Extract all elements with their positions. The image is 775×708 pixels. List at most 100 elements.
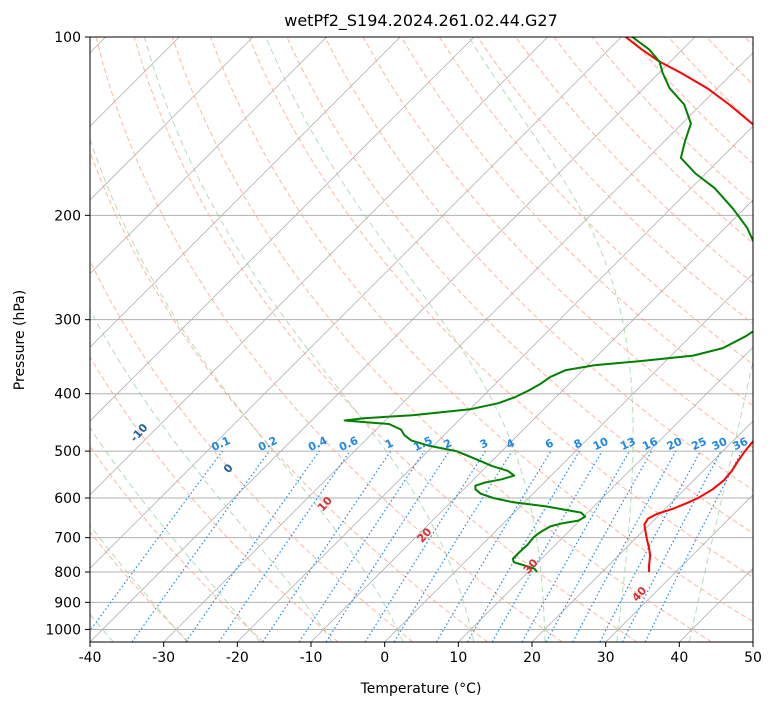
x-tick-label: -10: [300, 650, 323, 666]
x-tick-label: 50: [744, 650, 762, 666]
dry-adiabat-line: [90, 259, 414, 642]
mixing-ratio-line: [131, 450, 270, 642]
x-tick-label: 30: [597, 650, 615, 666]
mixing-ratio-line: [90, 450, 223, 632]
isotherm-line: [90, 37, 401, 348]
y-axis: 100 200 300 400 500 600 700 800 900 1000: [45, 30, 90, 638]
mixing-ratio-label: 13: [618, 435, 637, 453]
mixing-ratio-line: [298, 450, 425, 642]
dry-adiabat-line: [90, 445, 264, 642]
x-tick-label: 0: [380, 650, 389, 666]
dry-adiabat-line: [324, 37, 753, 491]
isotherm-line: [605, 494, 753, 642]
mixing-ratio-label: 16: [640, 435, 660, 453]
x-axis-label: Temperature (°C): [360, 681, 482, 697]
chart-grid: [90, 37, 775, 642]
mixing-ratio-label: 6: [543, 436, 556, 451]
mixing-ratio-label: 4: [504, 436, 517, 451]
dry-adiabat-line: [553, 37, 753, 244]
isotherm-line: [310, 199, 753, 642]
isotherm-line: [90, 37, 548, 496]
mixing-ratio-line: [545, 450, 653, 642]
y-tick-label: 400: [54, 387, 81, 403]
moist-adiabat-line: [144, 37, 475, 642]
x-axis: -40 -30 -20 -10 0 10 20 30 40 50: [79, 642, 762, 666]
x-tick-label: -20: [226, 650, 249, 666]
dry-adiabat-line: [133, 37, 638, 642]
y-tick-label: 300: [54, 313, 81, 329]
moist-adiabat-line: [762, 37, 775, 642]
dry-adiabat-line: [95, 37, 563, 642]
profile-lines: [343, 37, 753, 573]
mixing-ratio-line: [599, 450, 702, 642]
y-axis-label: Pressure (hPa): [12, 290, 28, 390]
dry-adiabat-line: [90, 356, 339, 642]
isotherm-line: [90, 37, 475, 422]
moist-adiabat-line: [90, 137, 404, 642]
dry-adiabat-line: [591, 37, 753, 204]
mixing-ratio-line: [435, 450, 552, 642]
dry-adiabat-line: [438, 37, 753, 366]
isotherm-line: [531, 420, 753, 642]
x-tick-label: 10: [449, 650, 467, 666]
x-tick-label: -40: [79, 650, 102, 666]
mixing-ratio-label: 25: [689, 435, 708, 453]
x-tick-label: -30: [152, 650, 175, 666]
mixing-ratio-label: 30: [710, 435, 730, 453]
mixing-ratio-line: [621, 450, 722, 642]
dry-adiabat-line: [90, 150, 488, 642]
temperature-line: [625, 37, 753, 573]
y-tick-label: 500: [54, 444, 81, 460]
y-tick-label: 200: [54, 208, 81, 224]
moist-adiabat-line: [688, 358, 753, 642]
x-tick-label: 20: [523, 650, 541, 666]
dry-adiabat-line: [90, 531, 190, 642]
mixing-ratio-line: [218, 450, 351, 642]
y-tick-label: 900: [54, 595, 81, 611]
y-tick-label: 600: [54, 491, 81, 507]
moist-adiabat-line: [90, 426, 261, 642]
isotherm-line: [90, 37, 696, 642]
isotherm-line: [458, 346, 753, 642]
dry-adiabat-line: [171, 37, 712, 642]
mixing-ratio-label: 3: [478, 436, 490, 451]
isotherm-line: [237, 125, 753, 642]
dry-adiabat-label: 0: [221, 461, 236, 476]
moist-adiabat-line: [90, 524, 188, 642]
mixing-ratio-label: 20: [665, 435, 685, 453]
x-tick-label: 40: [670, 650, 688, 666]
y-tick-label: 700: [54, 531, 81, 547]
isotherm-line: [90, 37, 327, 275]
dewpoint-line: [343, 37, 753, 573]
dry-adiabat-line: [668, 37, 753, 125]
dry-adiabat-line: [515, 37, 753, 284]
y-tick-label: 1000: [45, 622, 81, 638]
mixing-ratio-line: [572, 450, 677, 642]
dry-adiabat-label: 20: [415, 525, 435, 545]
isotherm-line: [679, 567, 753, 642]
moist-adiabat-line: [90, 308, 333, 642]
isotherm-line: [90, 37, 622, 569]
moist-adiabat-line: [468, 37, 634, 642]
mixing-ratio-line: [521, 450, 631, 642]
dry-adiabat-line: [210, 37, 753, 623]
dry-adiabat-label: -10: [128, 421, 151, 445]
chart-title: wetPf2_S194.2024.261.02.44.G27: [284, 11, 558, 31]
plot-frame: [89, 36, 754, 643]
isotherm-line: [90, 37, 254, 201]
dry-adiabat-label: 30: [521, 556, 541, 576]
isotherm-line: [384, 273, 753, 642]
mixing-ratio-line: [644, 450, 743, 642]
dry-adiabat-line: [248, 37, 753, 578]
dry-adiabat-line: [362, 37, 753, 449]
moist-adiabat-line: [265, 37, 546, 642]
y-tick-label: 800: [54, 565, 81, 581]
mixing-ratio-line: [262, 450, 392, 642]
mixing-ratio-line: [185, 450, 320, 642]
dry-adiabat-line: [744, 37, 753, 47]
y-tick-label: 100: [54, 30, 81, 46]
mixing-ratio-label: 36: [731, 435, 751, 453]
dry-adiabat-line: [400, 37, 753, 407]
